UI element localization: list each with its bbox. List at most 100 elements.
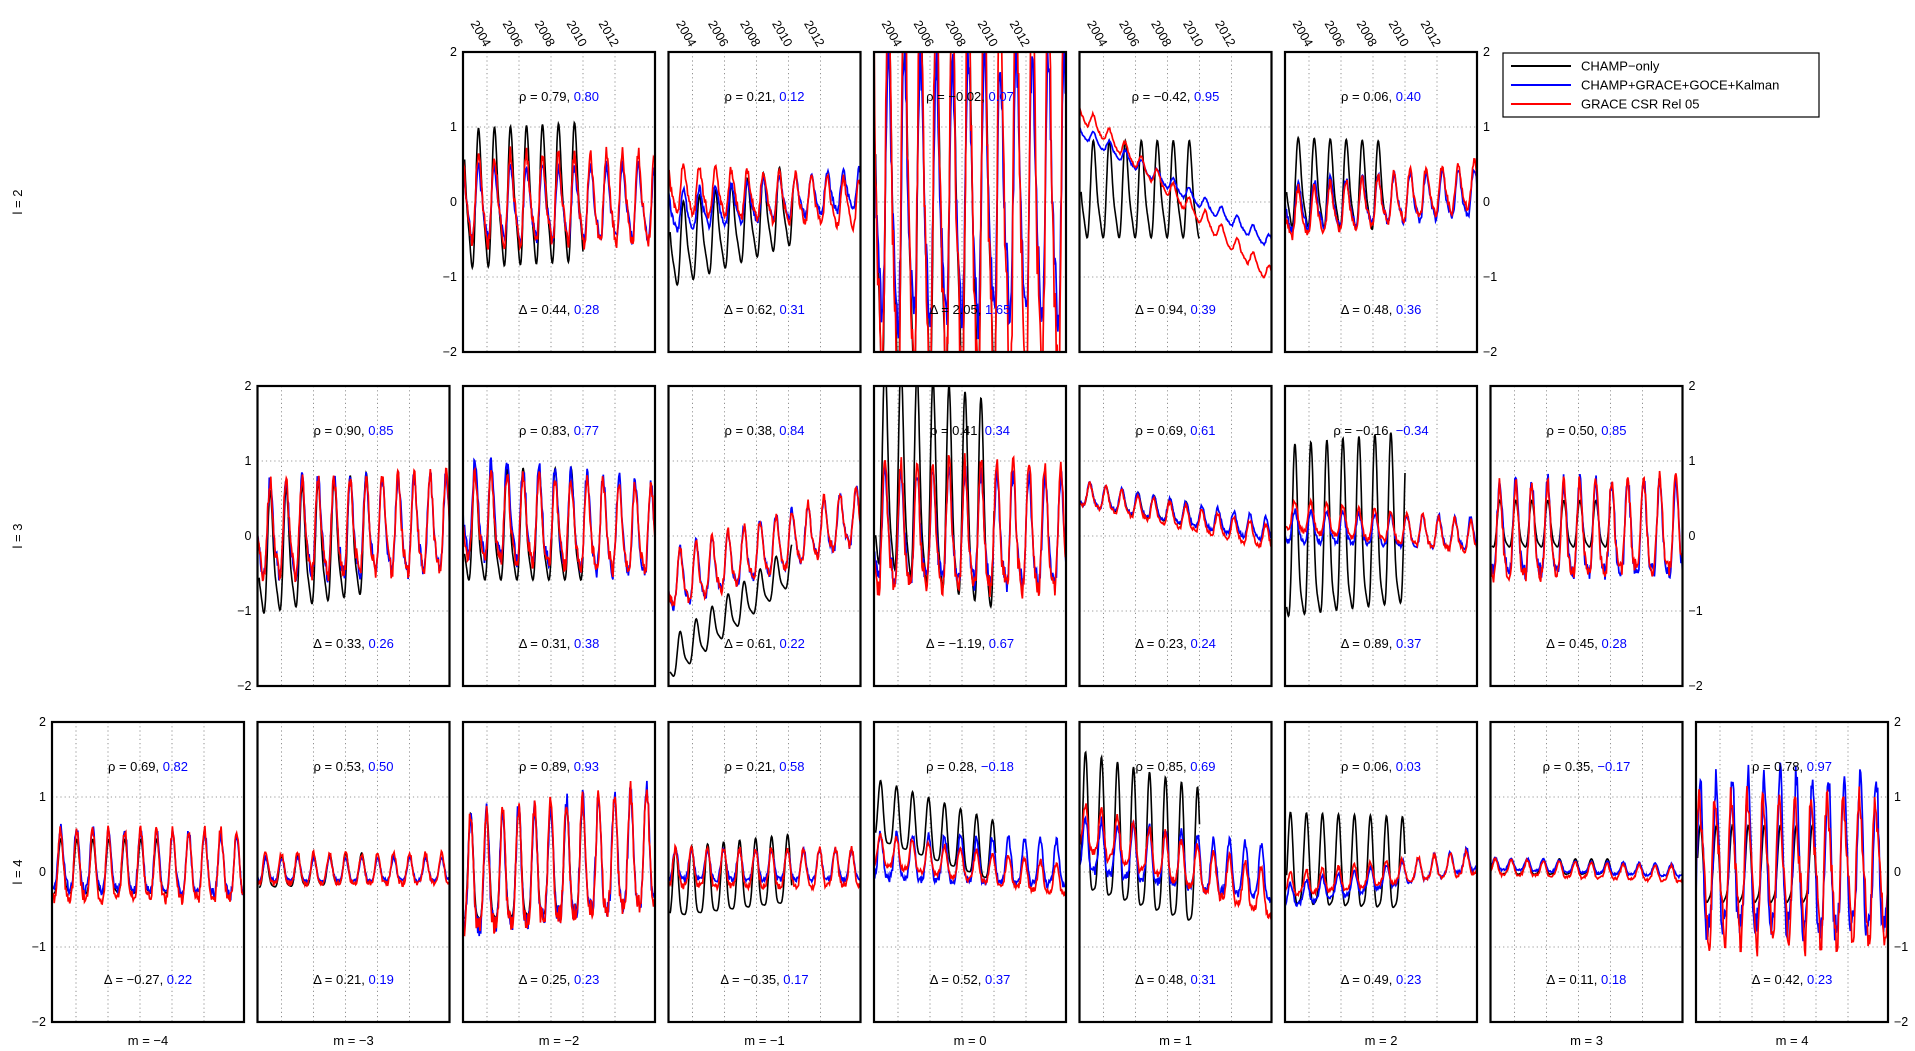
rho-label-kalman: 0.03 (1396, 759, 1421, 774)
grid (1285, 386, 1477, 686)
panel-l2-m0: ρ = −0.02, 0.07 Δ = 2.05, 1.65 2004 2006 200… (872, 18, 1068, 354)
rho-label: ρ = 0.53, 0.50 (313, 759, 393, 774)
x-tick-label: 2004 (1290, 18, 1316, 49)
column-label: m = 0 (954, 1033, 987, 1048)
delta-label: Δ = 0.48, 0.36 (1341, 302, 1422, 317)
row-label: l = 2 (10, 190, 25, 215)
delta-label: Δ = 0.11, 0.18 (1547, 972, 1627, 987)
x-tick-label: 2012 (1418, 18, 1444, 49)
rho-label-kalman: 0.50 (368, 759, 393, 774)
rho-label-champ: ρ = 0.69, (108, 759, 163, 774)
panel-l3-m-2: ρ = 0.83, 0.77 Δ = 0.31, 0.38 (461, 384, 657, 688)
rho-label-champ: ρ = 0.69, (1135, 423, 1190, 438)
delta-label-champ: Δ = 0.21, (313, 972, 368, 987)
series-grace (52, 825, 244, 906)
panel-frame (667, 384, 862, 688)
y-tick-label: −1 (237, 604, 251, 618)
x-tick-label: 2008 (737, 18, 763, 49)
x-tick-label: 2012 (1212, 18, 1238, 49)
grid (52, 722, 244, 1022)
y-tick-label: −2 (1689, 679, 1703, 693)
rho-label-champ: ρ = 0.38, (724, 423, 779, 438)
y-tick-label: 2 (450, 45, 457, 59)
x-tick-label: 2012 (801, 18, 827, 49)
panel-frame (1489, 720, 1684, 1024)
x-tick-label: 2010 (975, 18, 1001, 49)
panel-l3-m2: ρ = −0.16, −0.34 Δ = 0.89, 0.37 (1283, 384, 1479, 688)
series-champ (1285, 135, 1385, 231)
rho-label: ρ = 0.50, 0.85 (1546, 423, 1626, 438)
rho-label-kalman: 0.85 (1601, 423, 1626, 438)
delta-label-champ: Δ = 0.23, (1135, 636, 1190, 651)
panel-l3-m3: ρ = 0.50, 0.85 Δ = 0.45, 0.28 2 1 0 −1 −2 (1489, 379, 1703, 693)
panel-frame (1078, 384, 1273, 688)
y-tick-label: 1 (450, 120, 457, 134)
delta-label-champ: Δ = 0.31, (519, 636, 574, 651)
rho-label-champ: ρ = 0.41, (930, 423, 985, 438)
series-grace (463, 780, 655, 937)
x-tick-label: 2008 (1148, 18, 1174, 49)
delta-label-champ: Δ = 0.44, (519, 302, 574, 317)
rho-label: ρ = 0.06, 0.40 (1341, 89, 1421, 104)
delta-label: Δ = −1.19, 0.67 (926, 636, 1014, 651)
rho-label-kalman: 0.97 (1807, 759, 1832, 774)
panel-frame (872, 50, 1068, 354)
y-tick-label: −2 (1483, 345, 1497, 359)
panel-frame (461, 50, 657, 354)
rho-label-kalman: 0.93 (574, 759, 599, 774)
column-label: m = −2 (539, 1033, 579, 1048)
rho-label: ρ = 0.21, 0.58 (724, 759, 804, 774)
series-grace (1285, 157, 1477, 241)
delta-label-kalman: 0.23 (1807, 972, 1832, 987)
delta-label: Δ = 0.21, 0.19 (313, 972, 394, 987)
delta-label-kalman: 0.23 (1396, 972, 1421, 987)
y-tick-label: −2 (1894, 1015, 1908, 1029)
x-tick-label: 2006 (705, 18, 731, 49)
rho-label-kalman: −0.34 (1396, 423, 1429, 438)
series-champ (669, 544, 793, 678)
delta-label: Δ = 0.48, 0.31 (1135, 972, 1216, 987)
rho-label-kalman: 0.69 (1190, 759, 1215, 774)
column-label: m = 1 (1159, 1033, 1192, 1048)
delta-label-champ: Δ = 0.49, (1341, 972, 1396, 987)
rho-label: ρ = 0.21, 0.12 (724, 89, 804, 104)
grid (1490, 386, 1683, 686)
rho-label-kalman: 0.77 (574, 423, 599, 438)
rho-label-champ: ρ = 0.90, (313, 423, 368, 438)
rho-label: ρ = −0.42, 0.95 (1132, 89, 1220, 104)
series-kalman (1490, 856, 1683, 880)
x-tick-label: 2004 (1084, 18, 1110, 49)
delta-label-kalman: 1.65 (985, 302, 1010, 317)
y-tick-label: 0 (39, 865, 46, 879)
series-champ (1285, 811, 1406, 909)
series-kalman (1285, 508, 1477, 552)
panel-l4-m0: ρ = 0.28, −0.18 Δ = 0.52, 0.37 m = 0 (872, 720, 1068, 1048)
delta-label: Δ = 2.05, 1.65 (930, 302, 1011, 317)
series-grace (1285, 497, 1477, 554)
rho-label: ρ = 0.35, −0.17 (1543, 759, 1631, 774)
delta-label-kalman: 0.28 (1602, 636, 1627, 651)
panel-frame (1694, 720, 1890, 1024)
delta-label-kalman: 0.37 (1396, 636, 1421, 651)
y-tick-label: 2 (1483, 45, 1490, 59)
grid (874, 386, 1066, 686)
panel-frame (461, 720, 657, 1024)
series-grace (668, 163, 861, 234)
series-kalman (668, 165, 861, 233)
x-tick-label: 2004 (468, 18, 494, 49)
series-champ (463, 465, 584, 582)
rho-label: ρ = 0.28, −0.18 (926, 759, 1014, 774)
rho-label-champ: ρ = 0.53, (313, 759, 368, 774)
rho-label: ρ = 0.83, 0.77 (519, 423, 599, 438)
rho-label-champ: ρ = 0.83, (519, 423, 574, 438)
panel-l3-m-3: ρ = 0.90, 0.85 Δ = 0.33, 0.26 2 1 0 −1 −2 (237, 379, 451, 693)
y-tick-label: −1 (32, 940, 46, 954)
panel-l3-m-1: ρ = 0.38, 0.84 Δ = 0.61, 0.22 (667, 384, 862, 688)
rho-label: ρ = 0.06, 0.03 (1341, 759, 1421, 774)
delta-label-champ: Δ = 0.42, (1752, 972, 1807, 987)
y-tick-label: 2 (1894, 715, 1901, 729)
delta-label-kalman: 0.67 (989, 636, 1014, 651)
panel-l2-m-1: ρ = 0.21, 0.12 Δ = 0.62, 0.31 2004 2006 2008… (667, 18, 862, 354)
delta-label: Δ = 0.49, 0.23 (1341, 972, 1422, 987)
y-tick-label: 1 (1894, 790, 1901, 804)
